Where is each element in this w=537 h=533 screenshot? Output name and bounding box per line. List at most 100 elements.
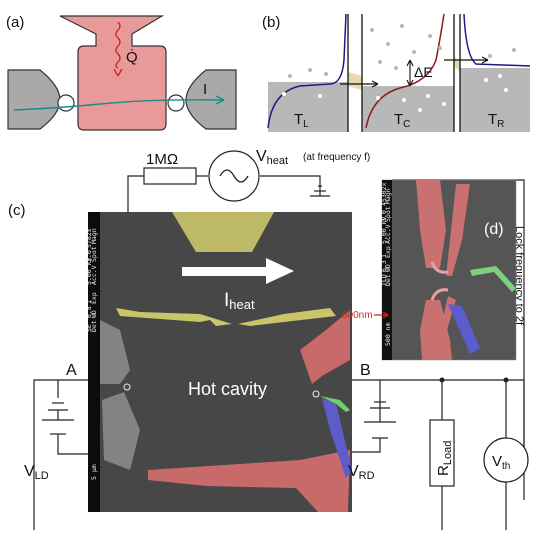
vth-meter [483, 437, 529, 483]
current-arrowhead [215, 95, 225, 105]
right-gate-green [320, 396, 350, 412]
inset-sem-field: Spot [384, 206, 392, 222]
left-lead [7, 69, 61, 130]
electron-dot [370, 28, 374, 32]
left-gap-band [348, 72, 362, 90]
vrd-bottom-wire [352, 438, 381, 453]
inset-lead-right [446, 184, 470, 276]
electron-dot [378, 60, 382, 64]
hole-dot [402, 98, 406, 102]
center-dos-curve [365, 13, 445, 129]
left-junction-sem [123, 383, 131, 391]
sem-value: 3.0 [85, 250, 93, 262]
right-dos-curve [463, 13, 531, 67]
node-a-wire [33, 379, 88, 530]
tunnel-arrow-right-head [481, 56, 489, 64]
cavity-island [59, 15, 167, 131]
electron-dot [488, 54, 492, 58]
vld-label: VLD [24, 463, 49, 482]
electron-dot [412, 50, 416, 54]
inset-sem-field: Acc.V [384, 224, 392, 244]
ground-icon [310, 185, 330, 197]
inset-scale-arrow [374, 311, 389, 319]
node-dot [503, 377, 509, 383]
iheat-arrow-shaft [182, 267, 270, 276]
heater-lead-right [238, 308, 336, 326]
electron-dot [438, 46, 442, 50]
center-electrode-fill [362, 86, 454, 132]
sem-value: 6.8 [85, 306, 93, 318]
energy-gap-label: ΔE [414, 64, 433, 80]
inset-sem-field: Det [384, 274, 392, 286]
tunnel-arrow-left-head [371, 80, 379, 88]
inset-hook-bottom [430, 288, 449, 301]
inset-scale-label: 500nm [342, 310, 373, 321]
left-temp-label: TL [294, 111, 309, 130]
vrd-battery [364, 401, 396, 439]
current-label: I [203, 81, 207, 98]
electron-dots [288, 24, 516, 78]
sem-value: 5.00 kV [85, 258, 93, 285]
sem-field: Exp [90, 292, 98, 304]
inset-cavity-top [416, 180, 446, 268]
hole-dot [418, 108, 422, 112]
inset-gate-green [470, 266, 516, 292]
hole-dots [282, 74, 508, 112]
sem-field: Spot [90, 246, 98, 262]
heater-resistor-label: 1MΩ [146, 151, 178, 168]
inset-sem-value: 3.0 [380, 210, 388, 222]
sem-value: 5782x [85, 228, 93, 248]
sem-field: Acc.V [90, 265, 98, 285]
sine-wave-icon [219, 169, 249, 183]
electron-dot [386, 42, 390, 46]
hole-dot [504, 88, 508, 92]
left-dos-curve [267, 13, 347, 129]
sem-sidebar-text: Acc.V Spot Magn 5.00 kV 3.0 5782x Det WD… [85, 228, 98, 480]
current-path [13, 99, 225, 111]
heater-resistor [143, 167, 197, 185]
inset-sem-field: Exp [384, 246, 392, 258]
load-resistor [429, 419, 455, 487]
iheat-label: Iheat [224, 290, 255, 312]
node-dot [439, 377, 445, 383]
sem-scale: 5 µm [90, 464, 98, 480]
heater-gate-top [172, 212, 274, 252]
hole-dot [426, 94, 430, 98]
sem-value: SE [85, 324, 93, 332]
sem-field: Magn [90, 228, 98, 244]
inset-sem-value: 5.00 kV [380, 217, 388, 244]
sem-info-bar [88, 212, 100, 512]
energy-gap-arrow [406, 59, 414, 87]
vth-label: Vth [492, 453, 510, 472]
left-contact-lower [102, 392, 140, 470]
electron-dot [400, 24, 404, 28]
panel-c-label: (c) [8, 202, 26, 219]
sem-field: Det [90, 320, 98, 332]
inset-sidebar-text: Acc.V Spot Magn Det WD Exp 5.00 kV 3.0 4… [380, 182, 392, 346]
inset-info-bar [382, 180, 392, 360]
inset-hook-top [430, 261, 449, 274]
inset-sem-value: 6.3 [380, 260, 388, 272]
vheat-frequency-note: (at frequency f) [303, 152, 370, 163]
electron-dot [324, 72, 328, 76]
electron-dot [428, 34, 432, 38]
right-gap-band [454, 56, 460, 72]
electron-dot [288, 74, 292, 78]
electron-dot [394, 66, 398, 70]
hole-dot [282, 92, 286, 96]
hot-cavity-label: Hot cavity [188, 379, 267, 399]
heater-lead-left [116, 308, 232, 326]
heat-flow-label: Q̇ [126, 49, 138, 66]
vrd-label: VRD [348, 463, 375, 482]
right-electrode-fill [460, 68, 530, 132]
vheat-label: Vheat [256, 148, 288, 167]
vld-battery [42, 402, 74, 435]
left-electrode-fill [268, 82, 348, 132]
panel-d-label: (d) [484, 221, 504, 238]
heat-wave-arrowhead [113, 68, 123, 77]
inset-sem-value: 45302x [380, 182, 388, 206]
heater-wire-left [127, 175, 144, 212]
node-b-wire [330, 379, 525, 500]
hole-dot [498, 74, 502, 78]
